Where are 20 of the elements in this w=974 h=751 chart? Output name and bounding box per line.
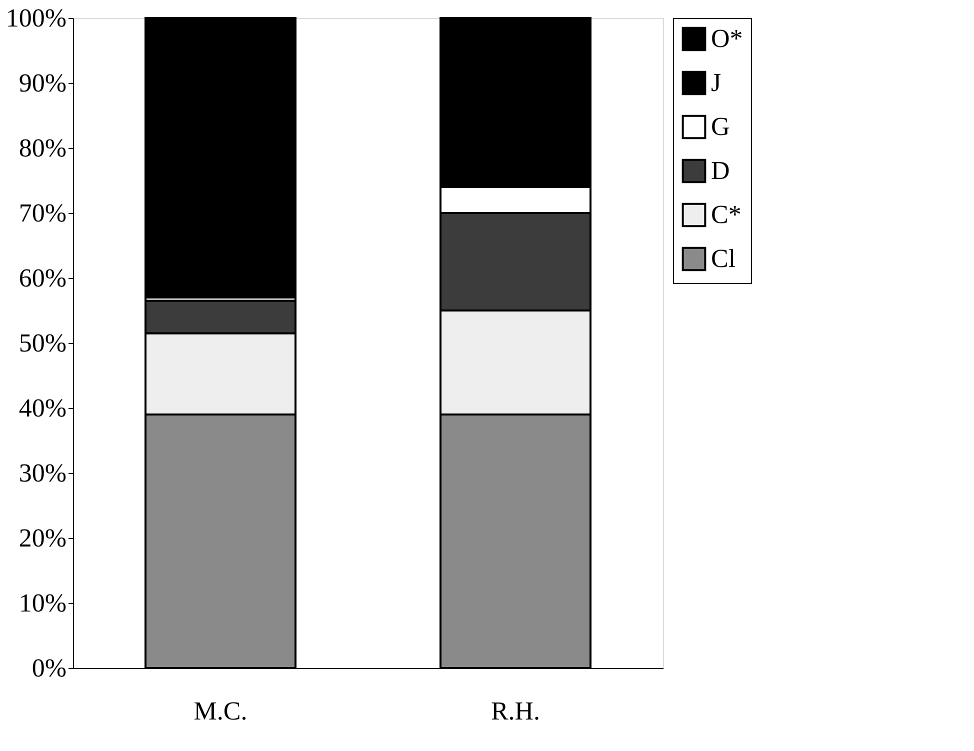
y-tick-label: 50%	[18, 328, 66, 358]
y-tick-label: 40%	[18, 394, 66, 422]
legend-label: C*	[711, 200, 742, 229]
y-tick-label: 30%	[18, 458, 66, 488]
legend-label: D	[711, 156, 730, 185]
legend-label: Cl	[711, 244, 736, 273]
y-tick-label: 0%	[32, 654, 66, 682]
y-tick-label: 70%	[18, 198, 66, 228]
x-tick-label: M.C.	[194, 696, 248, 726]
bar	[144, 17, 296, 298]
y-tick-label: 10%	[18, 588, 66, 618]
y-tick-label: 60%	[18, 264, 66, 292]
legend-label: J	[711, 68, 722, 97]
y-tick-label: 90%	[18, 68, 66, 98]
y-tick-label: 80%	[18, 134, 66, 162]
legend-label: O*	[711, 24, 743, 53]
x-tick-label: R.H.	[490, 696, 540, 726]
legend-label: G	[711, 112, 730, 141]
y-tick-label: 100%	[6, 4, 66, 32]
y-tick-label: 20%	[18, 524, 66, 552]
